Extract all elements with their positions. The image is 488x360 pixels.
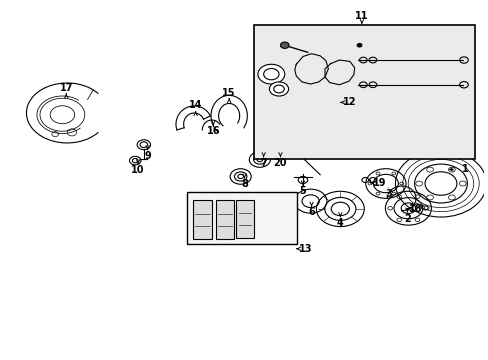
Bar [236,200,253,238]
Text: 8: 8 [241,179,247,189]
Text: 14: 14 [188,100,202,110]
Text: 1: 1 [461,165,468,174]
Circle shape [269,82,288,96]
Circle shape [356,44,361,47]
Text: 19: 19 [372,178,386,188]
Bar [186,192,297,243]
Text: 12: 12 [343,98,356,107]
Text: 7: 7 [260,158,266,168]
Text: 13: 13 [299,244,312,254]
Text: 15: 15 [222,87,235,98]
Text: 4: 4 [336,218,343,228]
Text: 10: 10 [131,165,144,175]
Text: 6: 6 [307,207,314,217]
Bar [215,201,233,239]
Text: 17: 17 [60,82,73,93]
Text: 5: 5 [299,186,305,196]
Text: 20: 20 [273,158,286,168]
Circle shape [280,42,288,48]
Polygon shape [296,57,304,82]
Bar [254,25,473,159]
Text: 16: 16 [206,126,220,136]
Text: 9: 9 [144,151,151,161]
Circle shape [257,64,284,84]
Bar [192,201,211,239]
Text: 2: 2 [403,214,410,224]
Text: 18: 18 [408,204,422,214]
Text: 3: 3 [384,189,391,199]
Text: 11: 11 [354,11,368,21]
